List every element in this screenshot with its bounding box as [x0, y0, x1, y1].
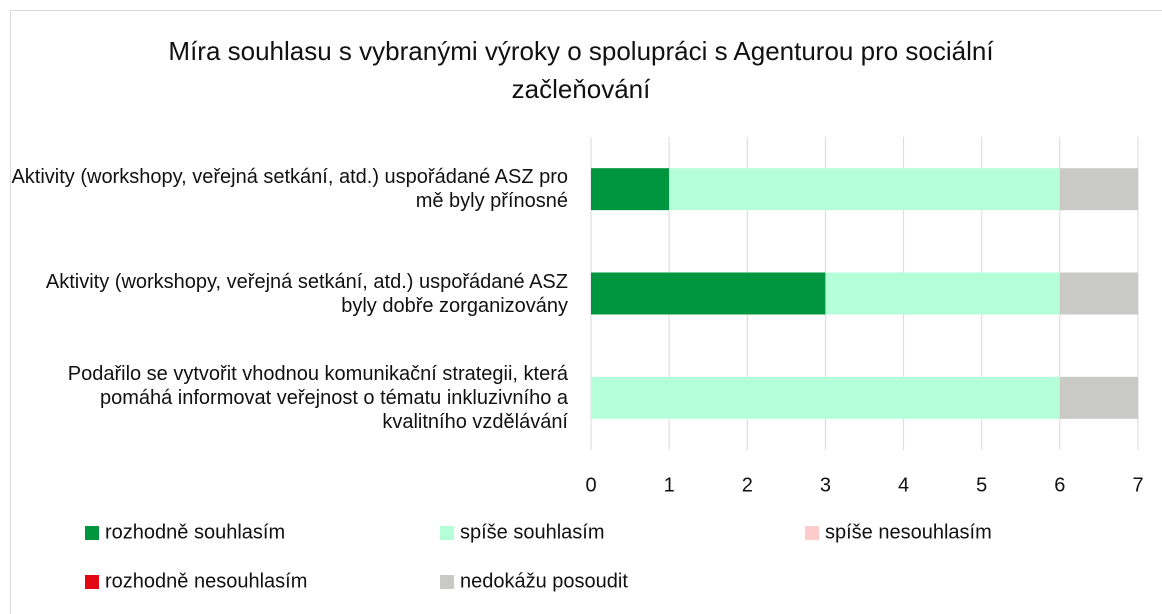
x-tick-label: 5 — [976, 474, 987, 496]
legend-swatch — [440, 526, 454, 540]
x-tick-label: 1 — [664, 474, 675, 496]
bar-segment — [669, 168, 1060, 211]
bar-segment — [1059, 168, 1138, 211]
bar-segment — [591, 376, 1060, 419]
bar-segment — [591, 168, 670, 211]
x-tick-label: 7 — [1132, 474, 1143, 496]
x-tick-label: 4 — [898, 474, 909, 496]
legend-label: spíše nesouhlasím — [825, 521, 992, 543]
y-tick-label: Aktivity (workshopy, veřejná setkání, at… — [45, 270, 568, 317]
x-tick-label: 2 — [742, 474, 753, 496]
legend-swatch — [85, 526, 99, 540]
legend-label: rozhodně nesouhlasím — [105, 570, 307, 592]
x-tick-label: 6 — [1054, 474, 1065, 496]
legend-swatch — [440, 575, 454, 589]
chart-border — [10, 10, 1162, 614]
legend-label: spíše souhlasím — [460, 521, 605, 543]
bar-segment — [1059, 376, 1138, 419]
legend-swatch — [85, 575, 99, 589]
legend-swatch — [805, 526, 819, 540]
bar-segment — [1059, 272, 1138, 315]
x-tick-label: 0 — [585, 474, 596, 496]
legend-label: rozhodně souhlasím — [105, 521, 285, 543]
y-tick-label: Podařilo se vytvořit vhodnou komunikační… — [67, 362, 568, 433]
chart-title: Míra souhlasu s vybranými výroky o spolu… — [168, 36, 994, 104]
bar-segment — [591, 272, 826, 315]
x-tick-label: 3 — [820, 474, 831, 496]
bar-segment — [825, 272, 1060, 315]
y-tick-label: Aktivity (workshopy, veřejná setkání, at… — [11, 166, 568, 213]
legend-label: nedokážu posoudit — [460, 570, 628, 592]
